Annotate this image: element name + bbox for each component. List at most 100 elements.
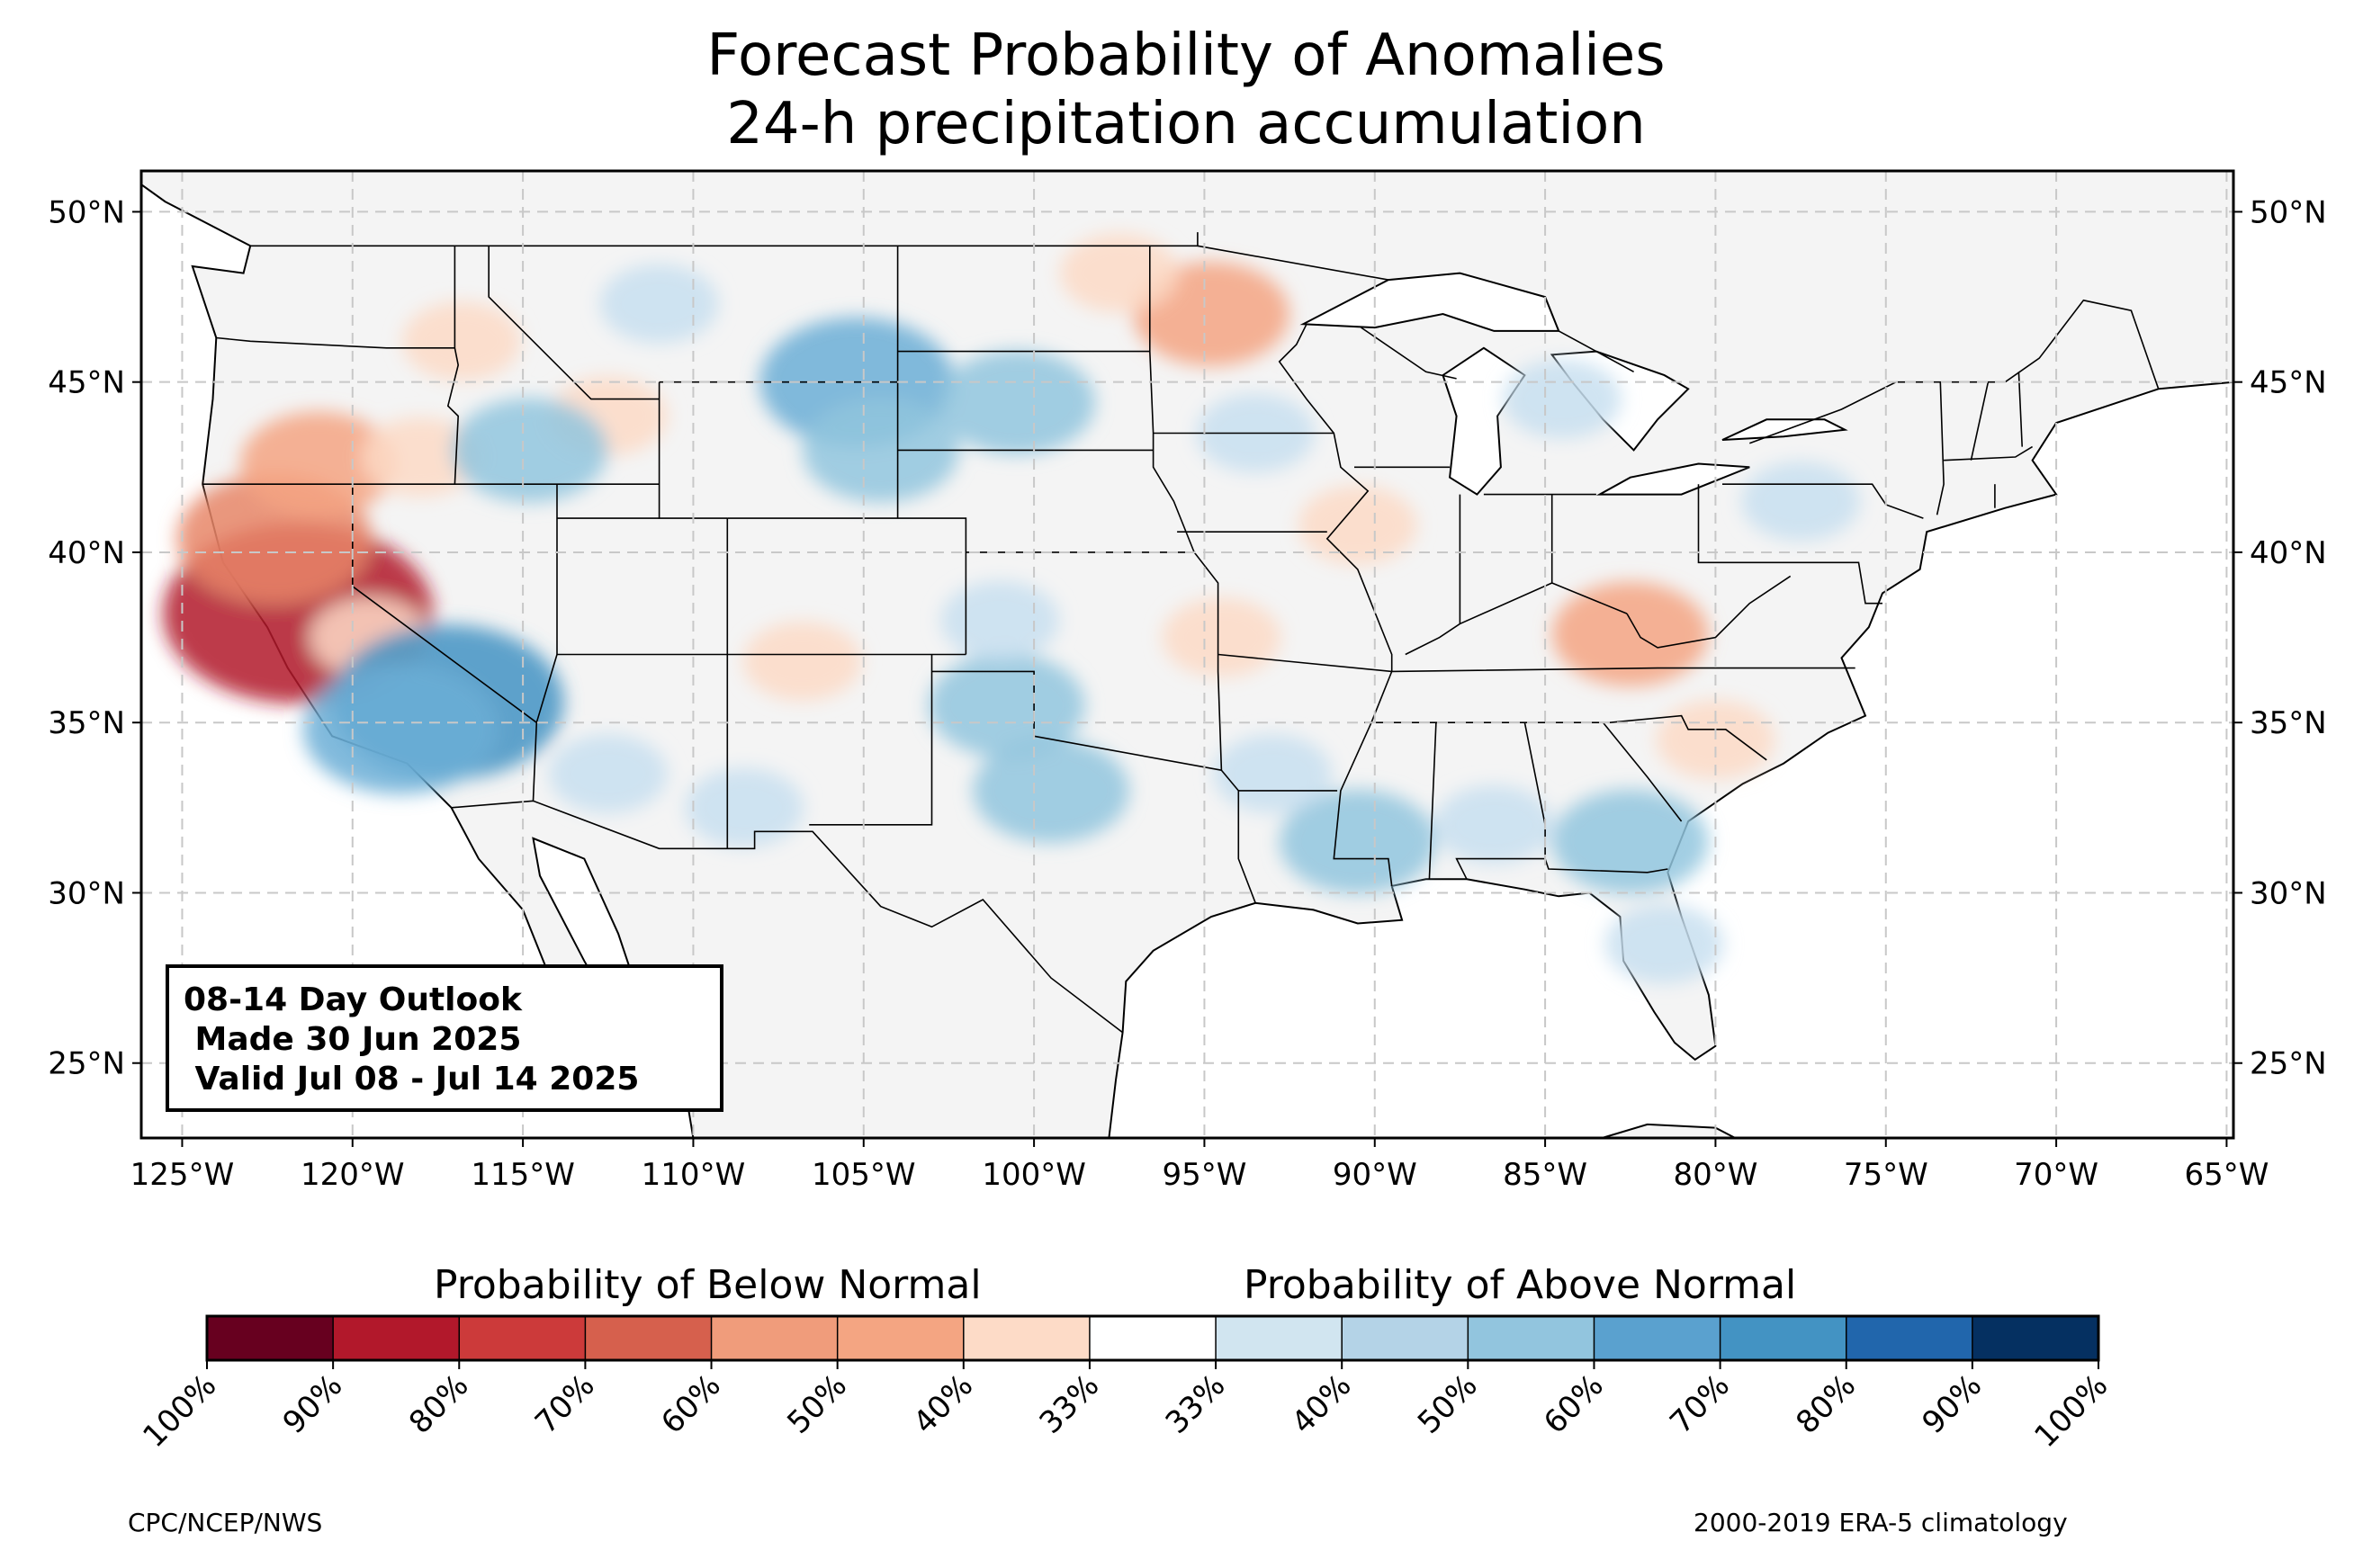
anomaly-below-7 bbox=[742, 622, 862, 702]
colorbar-tick-label: 40% bbox=[1285, 1367, 1359, 1441]
state-border-40 bbox=[1361, 327, 1457, 380]
colorbar-tick-label: 100% bbox=[2027, 1367, 2115, 1455]
state-border-4 bbox=[451, 800, 1124, 1034]
lat-tick-label-right: 45°N bbox=[2250, 365, 2327, 401]
colorbar-segment bbox=[333, 1316, 460, 1360]
anomaly-above-29 bbox=[1213, 733, 1333, 813]
lat-tick-label-right: 50°N bbox=[2250, 194, 2327, 230]
state-border-9 bbox=[532, 484, 558, 802]
colorbar-tick-label: 80% bbox=[402, 1367, 476, 1441]
colorbar-segment bbox=[207, 1316, 334, 1360]
state-border-24 bbox=[1217, 653, 1392, 673]
state-border-44 bbox=[1722, 483, 1924, 519]
anomaly-below-9 bbox=[1059, 233, 1179, 313]
state-border-2 bbox=[1558, 330, 1634, 373]
colorbar-above-label: Probability of Above Normal bbox=[1244, 1262, 1797, 1308]
state-border-7 bbox=[446, 246, 460, 485]
state-border-42 bbox=[1697, 484, 1882, 605]
anomaly-below-11 bbox=[1162, 597, 1281, 677]
lat-tick-label-left: 50°N bbox=[48, 194, 125, 230]
anomaly-below-3 bbox=[361, 417, 481, 497]
colorbar-tick-label: 80% bbox=[1789, 1367, 1863, 1441]
colorbar-segment bbox=[459, 1316, 586, 1360]
state-border-30 bbox=[1428, 722, 1437, 880]
lat-tick-label-right: 35°N bbox=[2250, 705, 2327, 741]
colorbar-segment bbox=[1594, 1316, 1721, 1360]
lat-tick-label-right: 30°N bbox=[2250, 875, 2327, 911]
footer-climatology: 2000-2019 ERA-5 climatology bbox=[1694, 1508, 2068, 1537]
state-border-46 bbox=[1944, 445, 2034, 461]
colorbar-tick-label: 90% bbox=[1916, 1367, 1990, 1441]
anomaly-below-5 bbox=[401, 301, 521, 381]
cuba-landmass bbox=[1598, 1123, 1738, 1138]
colorbar-segment bbox=[1720, 1316, 1847, 1360]
state-border-45 bbox=[1936, 381, 1945, 515]
lat-tick-label-right: 40°N bbox=[2250, 535, 2327, 571]
lon-tick-label: 75°W bbox=[1844, 1157, 1928, 1193]
lon-tick-label: 105°W bbox=[812, 1157, 916, 1193]
state-border-49 bbox=[2017, 372, 2023, 447]
colorbar-tick-label: 50% bbox=[780, 1367, 854, 1441]
anomaly-above-32 bbox=[1741, 461, 1861, 542]
colorbar: 100% 90% 80% 70% 60% 50% 40% 33% 33% 40% 50% 60% 70%… bbox=[136, 1314, 2115, 1455]
great-lake-3 bbox=[1595, 462, 1750, 496]
state-border-22 bbox=[931, 670, 1222, 771]
anomaly-above-18 bbox=[939, 350, 1096, 455]
colorbar-tick-label: 60% bbox=[654, 1367, 728, 1441]
anomaly-below-12 bbox=[1298, 485, 1417, 565]
anomaly-above-30 bbox=[599, 264, 719, 344]
anomaly-above-28 bbox=[1434, 784, 1554, 865]
colorbar-outline bbox=[205, 1314, 2100, 1362]
state-border-21 bbox=[809, 654, 933, 826]
colorbar-segment bbox=[585, 1316, 713, 1360]
outlook-period: 08-14 Day Outlook bbox=[184, 981, 522, 1018]
anomaly-above-25 bbox=[1279, 789, 1436, 894]
colorbar-tick-label: 70% bbox=[528, 1367, 602, 1441]
colorbar-segment bbox=[963, 1316, 1091, 1360]
lon-tick-label: 100°W bbox=[982, 1157, 1086, 1193]
colorbar-segment bbox=[837, 1316, 965, 1360]
outlook-valid-range: Valid Jul 08 - Jul 14 2025 bbox=[184, 1061, 640, 1098]
state-border-27 bbox=[1278, 323, 1393, 886]
anomaly-above-22 bbox=[940, 580, 1060, 660]
state-border-1 bbox=[1197, 245, 1389, 281]
axis-ticks: 125°W 120°W 115°W 110°W 105°W 100°W 95°W 90°W 85… bbox=[48, 194, 2326, 1193]
colorbar-segment bbox=[1216, 1316, 1343, 1360]
state-border-34 bbox=[1602, 721, 1683, 822]
state-border-16 bbox=[727, 517, 967, 655]
anomaly-above-33 bbox=[1503, 359, 1622, 439]
anomaly-layer bbox=[163, 233, 1861, 984]
great-lake-4 bbox=[1721, 418, 1848, 441]
anomaly-above-24 bbox=[685, 767, 804, 847]
lat-tick-label-right: 25°N bbox=[2250, 1046, 2327, 1082]
state-border-48 bbox=[1970, 381, 1990, 461]
lon-tick-label: 115°W bbox=[471, 1157, 575, 1193]
anomaly-below-2 bbox=[239, 411, 397, 516]
lon-tick-label: 95°W bbox=[1162, 1157, 1246, 1193]
lat-tick-label-left: 25°N bbox=[48, 1046, 125, 1082]
anomaly-above-23 bbox=[548, 733, 668, 813]
colorbar-tick-label: 50% bbox=[1411, 1367, 1485, 1441]
state-borders bbox=[202, 232, 2160, 1034]
lon-tick-label: 70°W bbox=[2014, 1157, 2098, 1193]
state-border-35 bbox=[1391, 667, 1855, 673]
lon-tick-label: 120°W bbox=[301, 1157, 405, 1193]
anomaly-above-21 bbox=[973, 738, 1130, 843]
anomaly-below-13 bbox=[1656, 700, 1775, 780]
outlook-info-box: 08-14 Day Outlook Made 30 Jun 2025 Valid… bbox=[166, 964, 723, 1112]
lon-tick-label: 90°W bbox=[1333, 1157, 1417, 1193]
anomaly-above-26 bbox=[1551, 789, 1709, 894]
lat-tick-label-left: 45°N bbox=[48, 365, 125, 401]
state-border-8 bbox=[216, 336, 455, 349]
footer-credit: CPC/NCEP/NWS bbox=[128, 1508, 323, 1537]
colorbar-segment bbox=[1089, 1316, 1217, 1360]
colorbar-segment bbox=[711, 1316, 839, 1360]
lon-tick-label: 85°W bbox=[1503, 1157, 1587, 1193]
colorbar-tick-label: 33% bbox=[1159, 1367, 1233, 1441]
colorbar-tick-label: 60% bbox=[1537, 1367, 1611, 1441]
outlook-made-date: Made 30 Jun 2025 bbox=[184, 1021, 522, 1058]
anomaly-below-10 bbox=[1551, 581, 1709, 686]
state-border-10 bbox=[488, 246, 660, 400]
colorbar-segment bbox=[1972, 1316, 2099, 1360]
lon-tick-label: 110°W bbox=[642, 1157, 746, 1193]
